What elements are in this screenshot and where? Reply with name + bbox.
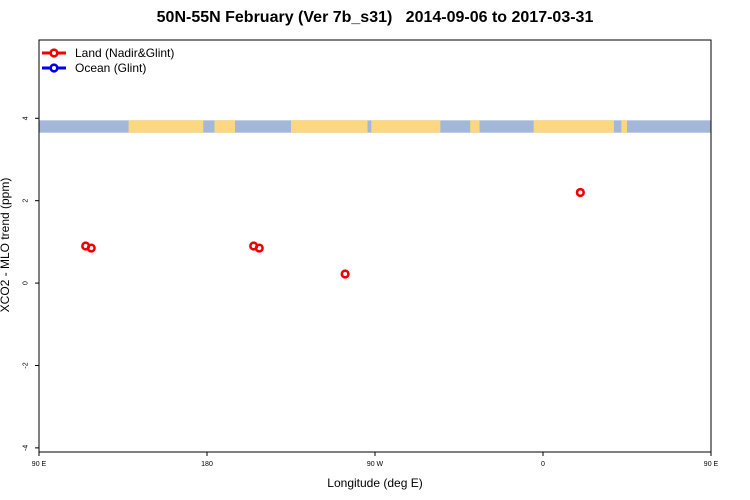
data-point bbox=[86, 243, 96, 253]
x-tick-label: 180 bbox=[201, 461, 213, 468]
x-tick-label: 90 W bbox=[367, 461, 384, 468]
x-axis-label: Longitude (deg E) bbox=[327, 476, 423, 490]
land-segment bbox=[470, 120, 480, 133]
x-tick-label: 0 bbox=[541, 461, 545, 468]
legend-label: Land (Nadir&Glint) bbox=[75, 46, 174, 60]
legend-label: Ocean (Glint) bbox=[75, 61, 146, 75]
legend: Land (Nadir&Glint)Ocean (Glint) bbox=[42, 46, 174, 75]
y-tick-label: -4 bbox=[23, 445, 30, 451]
y-tick-label: 0 bbox=[23, 281, 30, 285]
data-points bbox=[81, 187, 585, 279]
land-segment bbox=[533, 120, 614, 133]
y-tick-label: 2 bbox=[23, 199, 30, 203]
land-segment bbox=[621, 120, 627, 133]
y-tick-label: 4 bbox=[23, 116, 30, 120]
data-point bbox=[340, 269, 350, 279]
land-ocean-map-strip bbox=[39, 120, 711, 133]
legend-marker bbox=[49, 48, 59, 58]
x-tick-label: 90 E bbox=[704, 461, 719, 468]
axes: 90 E 180 90 W 0 90 E -4 -2 0 2 4 bbox=[23, 39, 719, 468]
plot-frame bbox=[38, 39, 712, 453]
land-segment bbox=[128, 120, 204, 133]
y-tick-label: -2 bbox=[23, 362, 30, 368]
land-segment bbox=[371, 120, 441, 133]
chart-title: 50N-55N February (Ver 7b_s31) 2014-09-06… bbox=[156, 9, 594, 26]
y-axis-label: XCO2 - MLO trend (ppm) bbox=[0, 177, 12, 313]
legend-marker bbox=[49, 63, 59, 73]
land-segment bbox=[291, 120, 368, 133]
land-segment bbox=[214, 120, 235, 133]
data-point bbox=[254, 243, 264, 253]
x-tick-label: 90 E bbox=[32, 461, 47, 468]
data-point bbox=[575, 187, 585, 198]
